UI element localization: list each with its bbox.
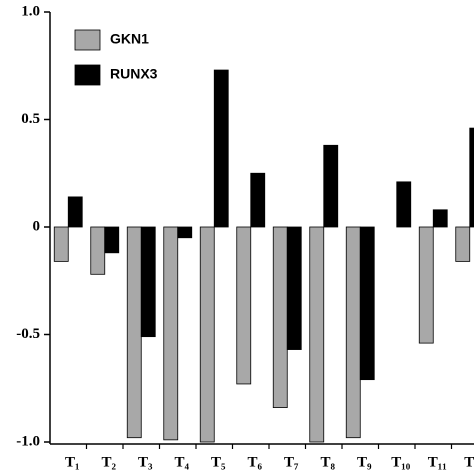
bar: [455, 226, 471, 262]
bar: [199, 226, 215, 443]
y-tick-label: 0.5: [21, 111, 40, 127]
x-tick-label: T₄: [174, 454, 189, 470]
bar: [177, 226, 193, 239]
legend-swatch: [74, 29, 101, 51]
bar: [140, 226, 156, 338]
y-tick-label: -1.0: [16, 433, 40, 449]
legend: GKN1 RUNX3: [74, 29, 158, 86]
x-tick-label: T₇: [284, 454, 299, 470]
legend-label: RUNX3: [110, 66, 158, 82]
bar: [286, 226, 302, 350]
bar: [236, 226, 252, 385]
y-tick-label: 0: [33, 218, 41, 234]
bar: [53, 226, 69, 262]
x-tick-label: T₈: [320, 454, 335, 470]
bar: [272, 226, 288, 409]
x-tick-label: T₁₁: [428, 454, 447, 470]
bar: [432, 209, 448, 228]
bar: [250, 172, 266, 228]
bar: [126, 226, 142, 439]
x-tick-label: T₆: [247, 454, 262, 470]
bar: [90, 226, 106, 275]
bar: [163, 226, 179, 441]
x-tick-label: T₂: [101, 454, 116, 470]
bar: [418, 226, 434, 344]
bar: [104, 226, 120, 254]
x-tick-label: T₉: [357, 454, 372, 470]
x-tick-label: T₃: [138, 454, 153, 470]
bar: [309, 226, 325, 443]
y-tick-label: 1.0: [21, 3, 40, 19]
bar: [323, 144, 339, 228]
x-tick-label: T₁: [65, 454, 80, 470]
x-tick-label: T₅: [211, 454, 226, 470]
bar: [345, 226, 361, 439]
x-tick-label: T₁₂: [464, 454, 474, 470]
legend-swatch: [74, 64, 101, 86]
bar: [396, 181, 412, 228]
bar: [359, 226, 375, 381]
bar: [469, 127, 474, 228]
bar: [67, 196, 83, 228]
bar: [213, 69, 229, 228]
legend-label: GKN1: [110, 31, 149, 47]
x-tick-label: T₁₀: [391, 454, 411, 470]
y-tick-label: -0.5: [16, 326, 40, 342]
